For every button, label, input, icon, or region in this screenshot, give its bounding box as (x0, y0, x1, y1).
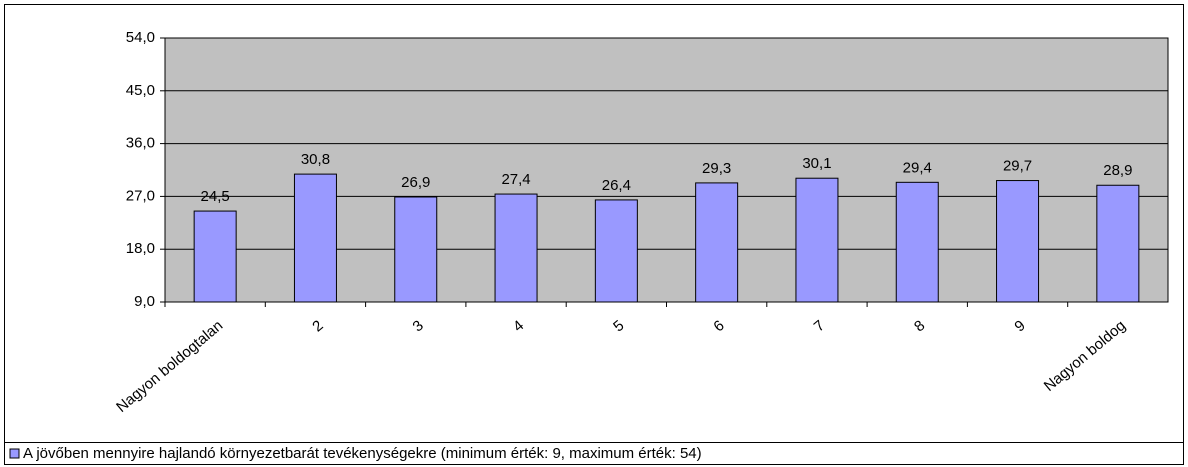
bar (293, 173, 337, 303)
data-label: 24,5 (201, 188, 230, 205)
bar (394, 196, 438, 303)
data-label: 28,9 (1103, 162, 1132, 179)
legend-border (4, 442, 1184, 465)
bar (193, 210, 237, 303)
data-label: 29,7 (1003, 158, 1032, 175)
bar (594, 199, 638, 303)
bar (996, 180, 1040, 303)
bar (1096, 184, 1140, 303)
y-tick-label: 9,0 (134, 293, 155, 310)
bar (795, 177, 839, 303)
data-label: 30,1 (802, 155, 831, 172)
bar (895, 181, 939, 303)
data-label: 27,4 (501, 171, 530, 188)
data-label: 29,4 (903, 159, 932, 176)
legend-label: A jövőben mennyire hajlandó környezetbar… (23, 445, 702, 462)
bar (695, 182, 739, 303)
y-tick-label: 45,0 (126, 82, 155, 99)
y-tick-label: 18,0 (126, 240, 155, 257)
data-label: 26,4 (602, 177, 631, 194)
data-label: 29,3 (702, 160, 731, 177)
y-tick-label: 36,0 (126, 135, 155, 152)
data-label: 30,8 (301, 151, 330, 168)
legend-swatch (9, 448, 20, 459)
y-tick-label: 54,0 (126, 29, 155, 46)
y-tick-label: 27,0 (126, 187, 155, 204)
bar (494, 193, 538, 303)
data-label: 26,9 (401, 174, 430, 191)
